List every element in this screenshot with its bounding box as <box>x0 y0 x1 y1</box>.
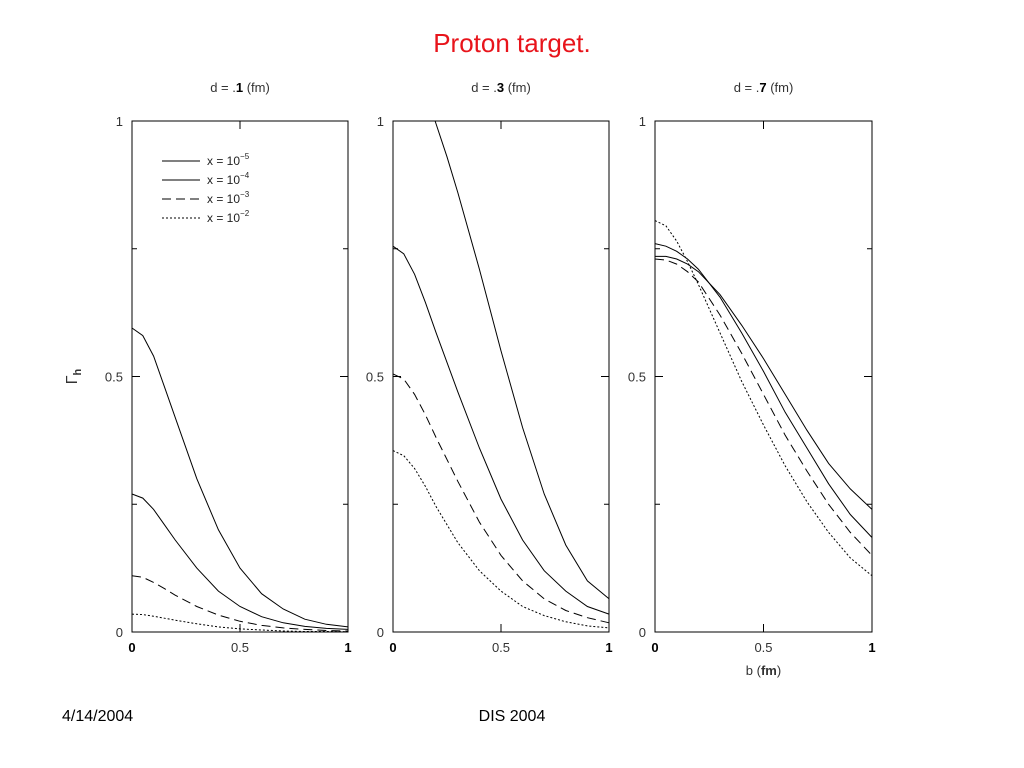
y-tick-label: 0 <box>377 625 384 640</box>
footer-conference: DIS 2004 <box>478 708 546 725</box>
y-tick-label: 0.5 <box>628 370 646 385</box>
series-line-2 <box>131 493 349 630</box>
legend-entry: x = 10−5 <box>207 152 250 168</box>
series-line-3 <box>131 575 349 632</box>
y-tick-label: 1 <box>639 114 646 129</box>
legend-entry: x = 10−3 <box>207 190 250 206</box>
series-line-4 <box>654 220 873 577</box>
x-tick-label: 1 <box>344 640 351 655</box>
legend: x = 10−5 x = 10−4 x = 10−3 x = 10−2 <box>162 152 250 225</box>
x-axis-label: b (fm) <box>746 663 781 678</box>
legend-entry: x = 10−2 <box>207 209 250 225</box>
x-tick-label: 1 <box>868 640 875 655</box>
x-tick-label: 0 <box>389 640 396 655</box>
panel-title: d = .1 (fm) <box>210 80 270 95</box>
series-line-1 <box>131 327 349 628</box>
footer-date: 4/14/2004 <box>62 708 134 725</box>
plot-panel-3: 0 0.5 1 0 0.5 1 d = .7 (fm) b (fm) <box>628 80 876 678</box>
plot-frame <box>654 120 873 633</box>
series-line-4 <box>392 450 610 629</box>
y-tick-label: 0.5 <box>105 370 123 385</box>
series-line-1 <box>655 255 873 510</box>
y-axis-label: Γh <box>64 368 84 384</box>
x-tick-label: 0.5 <box>231 640 249 655</box>
x-tick-label: 1 <box>605 640 612 655</box>
panel-title: d = .7 (fm) <box>734 80 794 95</box>
series-line-3 <box>392 373 610 624</box>
y-tick-label: 1 <box>377 114 384 129</box>
plots-figure: 00.510 0.5 1d = .1 (fm)Γhx = 10−5x = 10−4x… <box>64 80 876 678</box>
series-line-1 <box>434 120 610 600</box>
y-tick-label: 0.5 <box>366 370 384 385</box>
plot-panel-1: 00.510 0.5 1d = .1 (fm)Γhx = 10−5x = 10−4x… <box>64 80 352 655</box>
legend-entry: x = 10−4 <box>207 171 250 187</box>
series-line-2 <box>392 245 610 615</box>
y-tick-label: 0 <box>116 625 123 640</box>
series-line-4 <box>131 613 349 633</box>
y-tick-label: 0 <box>639 625 646 640</box>
x-tick-label: 0 <box>651 640 658 655</box>
panel-title: d = .3 (fm) <box>471 80 531 95</box>
x-tick-label: 0 <box>128 640 135 655</box>
x-tick-label: 0.5 <box>492 640 510 655</box>
y-tick-label: 1 <box>116 114 123 129</box>
series-line-2 <box>654 243 873 538</box>
series-line-3 <box>654 258 873 556</box>
x-tick-label: 0.5 <box>754 640 772 655</box>
slide-title: Proton target. <box>433 28 591 58</box>
plot-panel-2: 0 0.5 1 0 0.5 1 d = .3 (fm) <box>366 80 613 655</box>
